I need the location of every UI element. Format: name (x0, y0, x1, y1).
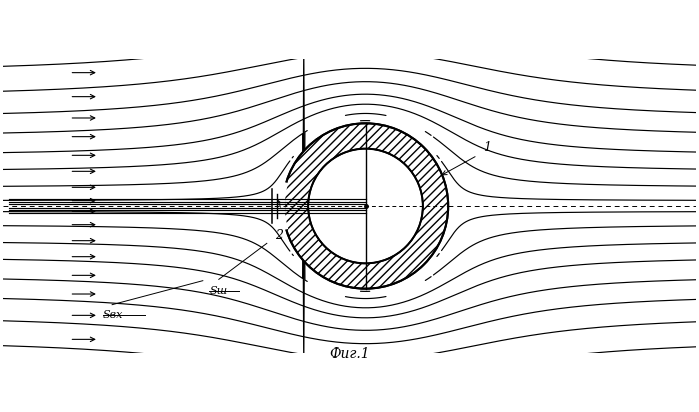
Text: Фиг.1: Фиг.1 (329, 347, 370, 361)
Circle shape (308, 149, 423, 263)
Text: Sш: Sш (210, 286, 228, 296)
Text: 1: 1 (483, 141, 491, 154)
Wedge shape (283, 123, 448, 289)
Text: O: O (372, 188, 381, 198)
Text: Sc: Sc (373, 235, 387, 245)
Text: Sвх: Sвх (103, 310, 123, 320)
Text: 2: 2 (275, 229, 283, 242)
